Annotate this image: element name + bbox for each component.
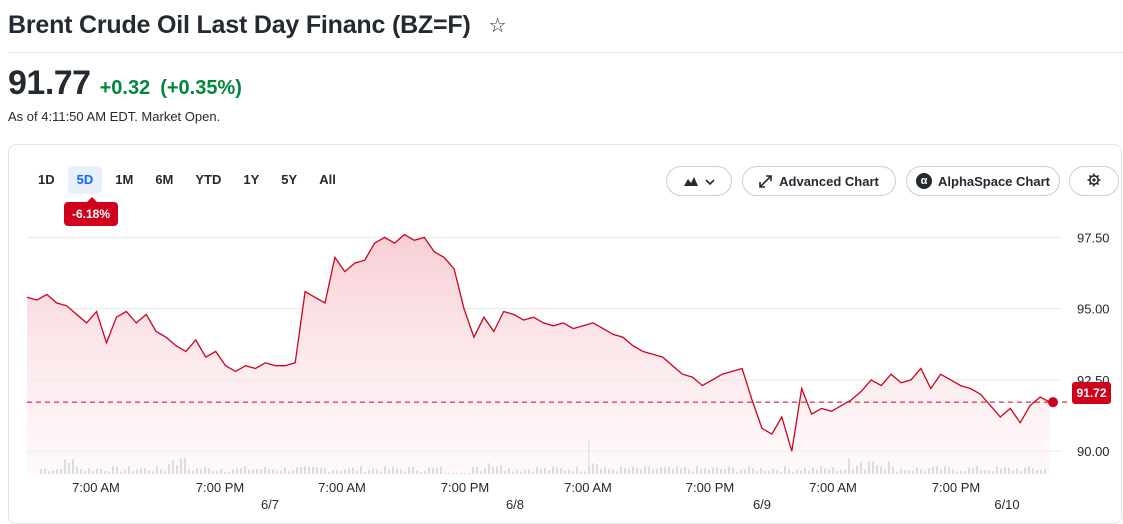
chart-type-dropdown[interactable] [666, 166, 732, 196]
x-tick-label: 7:00 PM [196, 480, 244, 495]
last-price-badge: 91.72 [1072, 382, 1111, 404]
range-1m[interactable]: 1M [115, 172, 134, 187]
range-selector: 1D 5D 1M 6M YTD 1Y 5Y All [29, 166, 349, 194]
alphaspace-chart-label: AlphaSpace Chart [938, 173, 1050, 189]
x-axis: 7:00 AM 7:00 PM 7:00 AM 7:00 PM 7:00 AM 7:00 … [72, 440, 1020, 512]
alpha-icon: α [916, 173, 932, 189]
day-label: 6/10 [994, 497, 1019, 512]
range-1d[interactable]: 1D [38, 172, 55, 187]
day-label: 6/8 [506, 497, 524, 512]
quote-header: Brent Crude Oil Last Day Financ (BZ=F) ☆ [8, 8, 507, 42]
advanced-chart-label: Advanced Chart [779, 173, 879, 189]
day-label: 6/9 [753, 497, 771, 512]
price-change: +0.32 [99, 77, 151, 99]
range-1y[interactable]: 1Y [243, 172, 260, 187]
market-status: As of 4:11:50 AM EDT. Market Open. [8, 109, 221, 124]
x-tick-label: 7:00 PM [441, 480, 489, 495]
alphaspace-chart-button[interactable]: α AlphaSpace Chart [906, 166, 1060, 196]
price-area [27, 234, 1050, 474]
page-title: Brent Crude Oil Last Day Financ (BZ=F) [8, 10, 471, 39]
current-price: 91.77 [8, 64, 91, 102]
last-price-marker [1048, 397, 1058, 408]
x-tick-label: 7:00 PM [932, 480, 980, 495]
x-tick-label: 7:00 PM [686, 480, 734, 495]
star-icon[interactable]: ☆ [488, 14, 507, 37]
x-tick-label: 7:00 AM [564, 480, 612, 495]
range-6m[interactable]: 6M [155, 172, 174, 187]
range-all[interactable]: All [319, 172, 336, 187]
advanced-chart-button[interactable]: Advanced Chart [742, 166, 896, 196]
range-change-badge: -6.18% [64, 197, 118, 226]
price-line [26, 233, 1051, 452]
y-tick-label: 95.00 [1077, 302, 1110, 317]
range-5d[interactable]: 5D [67, 166, 103, 194]
day-label: 6/7 [261, 497, 279, 512]
header-divider [8, 52, 1123, 53]
mountain-chart-icon [683, 176, 698, 186]
y-tick-label: 90.00 [1077, 444, 1110, 459]
x-tick-label: 7:00 AM [809, 480, 857, 495]
range-ytd[interactable]: YTD [195, 172, 222, 187]
price-summary: 91.77 +0.32 (+0.35%) [8, 64, 242, 103]
settings-button[interactable] [1069, 166, 1119, 196]
expand-icon [759, 174, 772, 188]
range-5y[interactable]: 5Y [281, 172, 298, 187]
gear-icon [1087, 173, 1101, 190]
x-tick-label: 7:00 AM [72, 480, 120, 495]
y-tick-label: 97.50 [1077, 230, 1110, 245]
chevron-down-icon [704, 174, 715, 189]
price-change-percent: (+0.35%) [160, 77, 242, 99]
x-tick-label: 7:00 AM [318, 480, 366, 495]
